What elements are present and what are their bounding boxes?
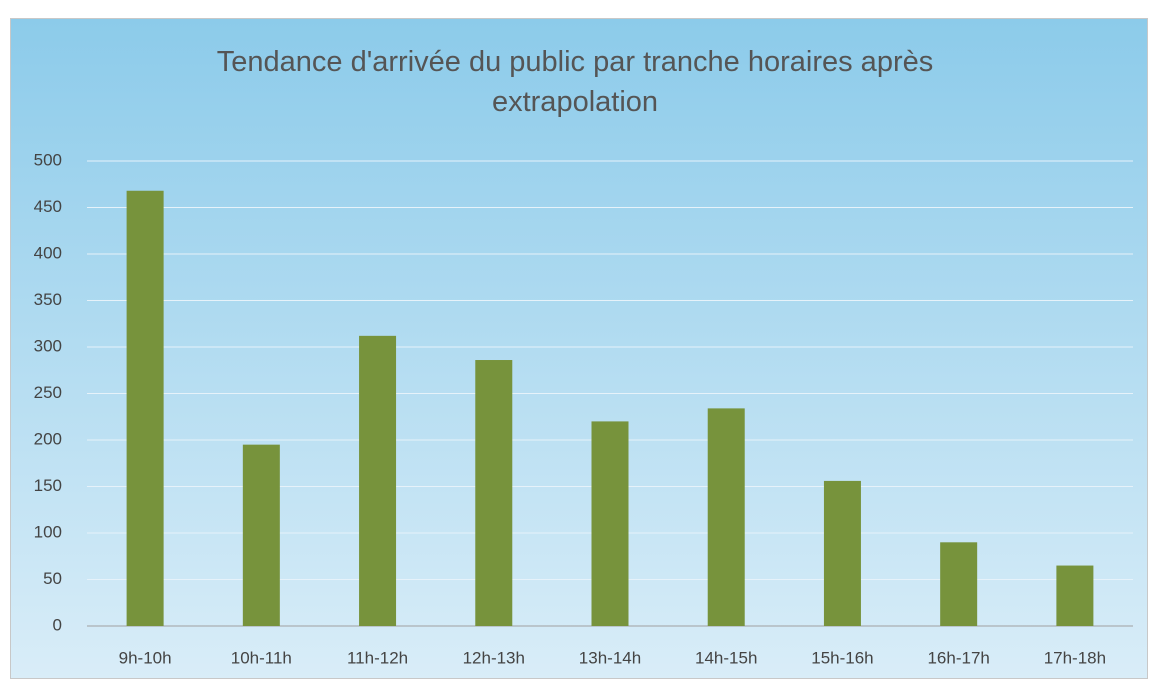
y-tick-label: 50 bbox=[43, 569, 62, 588]
x-tick-label: 15h-16h bbox=[811, 648, 873, 667]
y-tick-label: 400 bbox=[34, 243, 62, 262]
y-tick-label: 300 bbox=[34, 336, 62, 355]
bar bbox=[1056, 565, 1094, 626]
x-tick-label: 13h-14h bbox=[579, 648, 641, 667]
x-tick-label: 10h-11h bbox=[231, 648, 292, 667]
x-tick-label: 11h-12h bbox=[347, 648, 408, 667]
x-tick-label: 16h-17h bbox=[927, 648, 989, 667]
bar bbox=[823, 480, 861, 626]
y-tick-label: 100 bbox=[34, 522, 62, 541]
y-tick-label: 450 bbox=[34, 197, 62, 216]
y-tick-label: 200 bbox=[34, 429, 62, 448]
chart-title: Tendance d'arrivée du public par tranche… bbox=[216, 46, 934, 118]
x-tick-label: 12h-13h bbox=[463, 648, 525, 667]
bar bbox=[707, 408, 745, 626]
x-tick-label: 9h-10h bbox=[119, 648, 172, 667]
y-tick-label: 250 bbox=[34, 383, 62, 402]
bar bbox=[475, 360, 513, 626]
y-tick-label: 0 bbox=[53, 615, 62, 634]
x-tick-label: 17h-18h bbox=[1044, 648, 1106, 667]
bar bbox=[940, 542, 978, 626]
y-tick-label: 500 bbox=[34, 150, 62, 169]
bar bbox=[126, 190, 164, 626]
y-tick-label: 350 bbox=[34, 290, 62, 309]
y-tick-label: 150 bbox=[34, 476, 62, 495]
bar bbox=[242, 444, 280, 626]
x-tick-label: 14h-15h bbox=[695, 648, 757, 667]
bar bbox=[591, 421, 629, 626]
bar bbox=[359, 335, 397, 626]
